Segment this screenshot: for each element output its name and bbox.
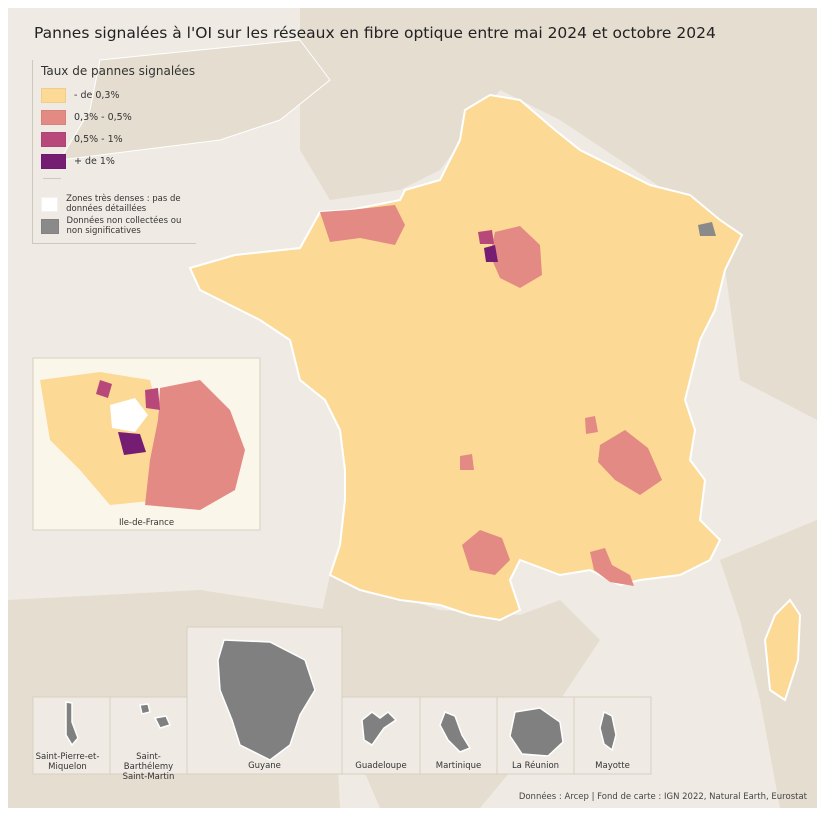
legend-swatch [41, 87, 66, 103]
corsica [763, 598, 802, 702]
region-normandie [320, 205, 405, 245]
legend-item: Zones très denses : pas de données détai… [41, 193, 196, 215]
neighbour-land [300, 8, 817, 420]
region-paris-dark [484, 245, 498, 262]
legend-item: - de 0,3% [41, 84, 196, 106]
region-grenoble-spot [585, 416, 598, 434]
idf-pink [145, 380, 245, 510]
credits: Données : Arcep | Fond de carte : IGN 20… [518, 792, 807, 802]
guadeloupe-label: Guadeloupe [355, 761, 407, 771]
legend-item: 0,5% - 1% [41, 128, 196, 150]
region-toulouse [462, 530, 510, 575]
legend-swatch [41, 218, 59, 234]
idf-white [110, 398, 148, 432]
legend-swatch [41, 196, 59, 212]
region-paris [490, 226, 542, 288]
legend-swatch [41, 109, 66, 125]
idf-dark [118, 432, 146, 455]
idf-mid [96, 380, 160, 410]
region-marseille [590, 548, 634, 586]
idf-label: Ile-de-France [118, 518, 175, 528]
map-title: Pannes signalées à l'OI sur les réseaux … [34, 24, 716, 42]
martinique-label: Martinique [435, 761, 482, 771]
legend-divider [43, 178, 61, 179]
overseas-shapes [65, 639, 617, 761]
legend-title: Taux de pannes signalées [41, 64, 196, 78]
guyane-label: Guyane [248, 761, 281, 771]
sbsm-label: Saint-Barthélemy Saint-Martin [122, 752, 175, 782]
legend-label: - de 0,3% [74, 89, 120, 101]
legend-label: + de 1% [74, 155, 115, 167]
legend: Taux de pannes signalées - de 0,3% 0,3% … [32, 60, 196, 244]
legend-label: Données non collectées ou non significat… [66, 216, 182, 236]
legend-item: Données non collectées ou non significat… [41, 215, 196, 237]
spm-label: Saint-Pierre-et-Miquelon [35, 752, 100, 772]
region-clermont [460, 454, 474, 470]
map-frame: Pannes signalées à l'OI sur les réseaux … [8, 8, 817, 808]
map-canvas [8, 8, 817, 808]
legend-item: + de 1% [41, 150, 196, 172]
legend-item: 0,3% - 0,5% [41, 106, 196, 128]
region-paris-mid [478, 230, 494, 244]
legend-label: 0,3% - 0,5% [74, 111, 132, 123]
legend-swatch [41, 153, 66, 169]
legend-swatch [41, 131, 66, 147]
region-lyon [598, 430, 662, 495]
uk-land [59, 39, 331, 161]
reunion-label: La Réunion [511, 761, 560, 771]
legend-label: Zones très denses : pas de données détai… [66, 194, 181, 214]
legend-label: 0,5% - 1% [74, 133, 123, 145]
region-alsace-grey [698, 222, 716, 236]
mayotte-label: Mayotte [595, 761, 630, 771]
